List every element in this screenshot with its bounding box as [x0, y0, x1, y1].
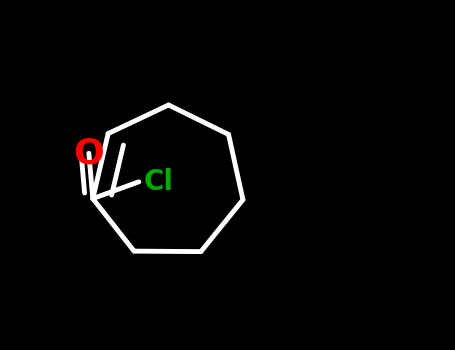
Text: Cl: Cl — [144, 168, 174, 196]
Text: O: O — [73, 136, 104, 170]
